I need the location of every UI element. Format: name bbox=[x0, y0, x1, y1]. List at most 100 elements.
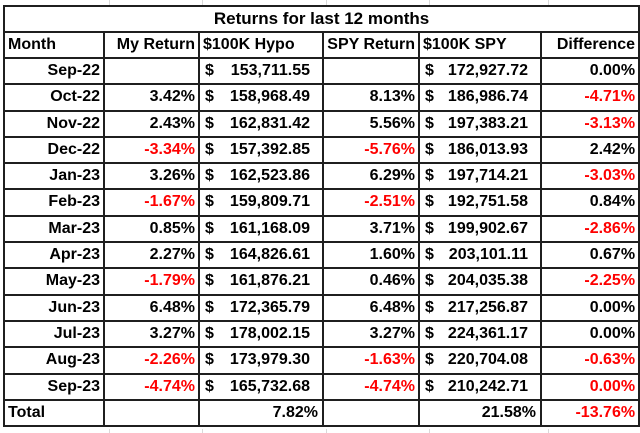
currency-amount: 224,361.17 bbox=[447, 324, 528, 342]
month-cell: Jun-23 bbox=[3, 293, 105, 322]
col-header-100k-spy: $100K SPY bbox=[418, 31, 542, 59]
table-title: Returns for last 12 months bbox=[2, 5, 640, 33]
spy-return-cell: -4.74% bbox=[322, 372, 420, 401]
spy-return-cell: 6.48% bbox=[322, 293, 420, 322]
my-return-cell: -4.74% bbox=[103, 372, 200, 401]
col-header-100k-hypo: $100K Hypo bbox=[198, 31, 324, 59]
currency-amount: 159,809.71 bbox=[229, 193, 310, 211]
spy-value-cell: $199,902.67 bbox=[418, 214, 542, 244]
month-cell: Aug-23 bbox=[3, 346, 105, 375]
sheet-gridline bbox=[326, 429, 327, 433]
col-header-difference: Difference bbox=[539, 31, 640, 59]
my-return-cell: 6.48% bbox=[103, 293, 200, 322]
difference-cell: 0.84% bbox=[539, 188, 640, 217]
my-return-cell: -2.26% bbox=[103, 346, 200, 375]
currency-amount: 158,968.49 bbox=[229, 88, 310, 106]
currency-symbol: $ bbox=[205, 140, 214, 158]
currency-amount: 172,365.79 bbox=[229, 298, 310, 316]
month-cell: Jan-23 bbox=[3, 162, 105, 191]
currency-symbol: $ bbox=[205, 114, 214, 132]
currency-symbol: $ bbox=[425, 351, 434, 369]
difference-cell: -3.03% bbox=[539, 162, 640, 191]
table-row: Feb-23 -1.67% $159,809.71 -2.51% $192,75… bbox=[3, 188, 640, 217]
currency-amount: 197,383.21 bbox=[447, 114, 528, 132]
currency-amount: 186,986.74 bbox=[447, 88, 528, 106]
sheet-gridline bbox=[326, 0, 327, 5]
currency-symbol: $ bbox=[205, 298, 214, 316]
spy-value-cell: $220,704.08 bbox=[418, 346, 542, 375]
month-cell: Dec-22 bbox=[3, 135, 105, 165]
my-return-cell: 3.26% bbox=[103, 162, 200, 191]
sheet-gridline bbox=[548, 0, 549, 5]
spy-value-cell: $210,242.71 bbox=[418, 372, 542, 401]
currency-amount: 172,927.72 bbox=[447, 62, 528, 79]
month-cell: Oct-22 bbox=[3, 83, 105, 112]
month-cell: Feb-23 bbox=[3, 188, 105, 217]
hypo-value-cell: $161,168.09 bbox=[198, 214, 324, 244]
col-header-month: Month bbox=[3, 31, 105, 59]
hypo-value-cell: $173,979.30 bbox=[198, 346, 324, 375]
currency-amount: 204,035.38 bbox=[447, 272, 528, 290]
spy-value-cell: $186,013.93 bbox=[418, 135, 542, 165]
currency-symbol: $ bbox=[205, 88, 214, 106]
spy-value-cell: $204,035.38 bbox=[418, 267, 542, 296]
difference-cell: 0.00% bbox=[539, 293, 640, 322]
currency-amount: 217,256.87 bbox=[447, 298, 528, 316]
currency-symbol: $ bbox=[425, 114, 434, 132]
hypo-value-cell: $159,809.71 bbox=[198, 188, 324, 217]
table-row: Sep-22 $153,711.55 $172,927.72 0.00% bbox=[3, 56, 640, 86]
sheet-gridline bbox=[109, 0, 110, 5]
month-cell: Jul-23 bbox=[3, 319, 105, 349]
month-cell: Nov-22 bbox=[3, 109, 105, 138]
sheet-gridline bbox=[109, 429, 110, 433]
table-row: May-23 -1.79% $161,876.21 0.46% $204,035… bbox=[3, 267, 640, 296]
table-row: Oct-22 3.42% $158,968.49 8.13% $186,986.… bbox=[3, 83, 640, 112]
difference-cell: -13.76% bbox=[539, 398, 640, 428]
currency-amount: 178,002.15 bbox=[229, 324, 310, 342]
difference-cell: 2.42% bbox=[539, 135, 640, 165]
spy-value-cell: $217,256.87 bbox=[418, 293, 542, 322]
hypo-value-cell: 7.82% bbox=[198, 398, 324, 428]
month-cell: Total bbox=[3, 398, 105, 428]
spy-return-cell bbox=[322, 398, 420, 428]
currency-amount: 153,711.55 bbox=[230, 62, 310, 79]
currency-symbol: $ bbox=[425, 272, 434, 290]
currency-symbol: $ bbox=[425, 377, 434, 395]
sheet-gridline bbox=[202, 429, 203, 433]
my-return-cell: -1.67% bbox=[103, 188, 200, 217]
col-header-spy-return: SPY Return bbox=[322, 31, 420, 59]
sheet-gridline bbox=[429, 429, 430, 433]
spy-value-cell: $224,361.17 bbox=[418, 319, 542, 349]
table-row: Nov-22 2.43% $162,831.42 5.56% $197,383.… bbox=[3, 109, 640, 138]
table-row: Jun-23 6.48% $172,365.79 6.48% $217,256.… bbox=[3, 293, 640, 322]
hypo-value-cell: $153,711.55 bbox=[198, 56, 324, 86]
currency-symbol: $ bbox=[425, 193, 434, 211]
table-row: Mar-23 0.85% $161,168.09 3.71% $199,902.… bbox=[3, 214, 640, 244]
currency-symbol: $ bbox=[425, 246, 434, 264]
currency-amount: 220,704.08 bbox=[447, 351, 528, 369]
currency-symbol: $ bbox=[205, 272, 214, 290]
my-return-cell: -3.34% bbox=[103, 135, 200, 165]
my-return-cell: 2.27% bbox=[103, 241, 200, 270]
currency-amount: 161,876.21 bbox=[229, 272, 310, 290]
month-cell: Sep-23 bbox=[3, 372, 105, 401]
difference-cell: 0.00% bbox=[539, 319, 640, 349]
month-cell: Apr-23 bbox=[3, 241, 105, 270]
currency-symbol: $ bbox=[205, 324, 214, 342]
currency-symbol: $ bbox=[425, 62, 434, 79]
currency-symbol: $ bbox=[425, 88, 434, 106]
hypo-value-cell: $162,523.86 bbox=[198, 162, 324, 191]
currency-amount: 161,168.09 bbox=[229, 219, 310, 237]
currency-symbol: $ bbox=[425, 219, 434, 237]
spy-return-cell: 8.13% bbox=[322, 83, 420, 112]
returns-table: Returns for last 12 months Month My Retu… bbox=[2, 5, 640, 428]
difference-cell: 0.67% bbox=[539, 241, 640, 270]
table-row: Aug-23 -2.26% $173,979.30 -1.63% $220,70… bbox=[3, 346, 640, 375]
sheet-gridline bbox=[202, 0, 203, 5]
my-return-cell: 0.85% bbox=[103, 214, 200, 244]
difference-cell: -2.25% bbox=[539, 267, 640, 296]
currency-symbol: $ bbox=[205, 246, 214, 264]
hypo-value-cell: $164,826.61 bbox=[198, 241, 324, 270]
currency-amount: 164,826.61 bbox=[229, 246, 310, 264]
